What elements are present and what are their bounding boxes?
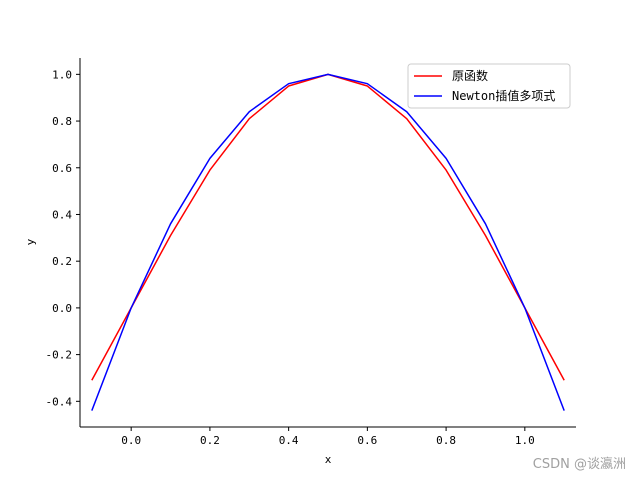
legend: 原函数 Newton插值多项式 — [407, 63, 571, 109]
series-original-function-line — [91, 73, 565, 381]
legend-label-newton: Newton插值多项式 — [452, 88, 555, 103]
x-tick-label: 0.4 — [279, 434, 299, 447]
axes — [79, 58, 576, 428]
x-tick-label: 0.8 — [436, 434, 456, 447]
y-tick-label: 0.6 — [52, 162, 72, 175]
series-layer — [91, 73, 565, 411]
y-tick-label: 0.4 — [52, 208, 72, 221]
x-axis-label: x — [325, 453, 332, 466]
series-newton-polynomial-line — [91, 73, 565, 411]
legend-box — [407, 63, 571, 109]
y-ticks: -0.4 -0.2 0.0 0.2 0.4 0.6 0.8 1.0 — [46, 68, 80, 408]
y-tick-label: -0.2 — [46, 349, 73, 362]
x-ticks: 0.0 0.2 0.4 0.6 0.8 1.0 — [121, 427, 535, 447]
x-tick-label: 1.0 — [515, 434, 535, 447]
y-tick-label: 0.2 — [52, 255, 72, 268]
x-tick-label: 0.0 — [121, 434, 141, 447]
y-tick-label: 0.8 — [52, 115, 72, 128]
legend-label-original: 原函数 — [452, 68, 488, 83]
x-tick-label: 0.2 — [200, 434, 220, 447]
x-tick-label: 0.6 — [357, 434, 377, 447]
y-tick-label: -0.4 — [46, 395, 73, 408]
y-axis-label: y — [24, 238, 37, 245]
watermark: CSDN @谈瀛洲 — [533, 456, 626, 472]
y-tick-label: 0.0 — [52, 302, 72, 315]
y-tick-label: 1.0 — [52, 68, 72, 81]
